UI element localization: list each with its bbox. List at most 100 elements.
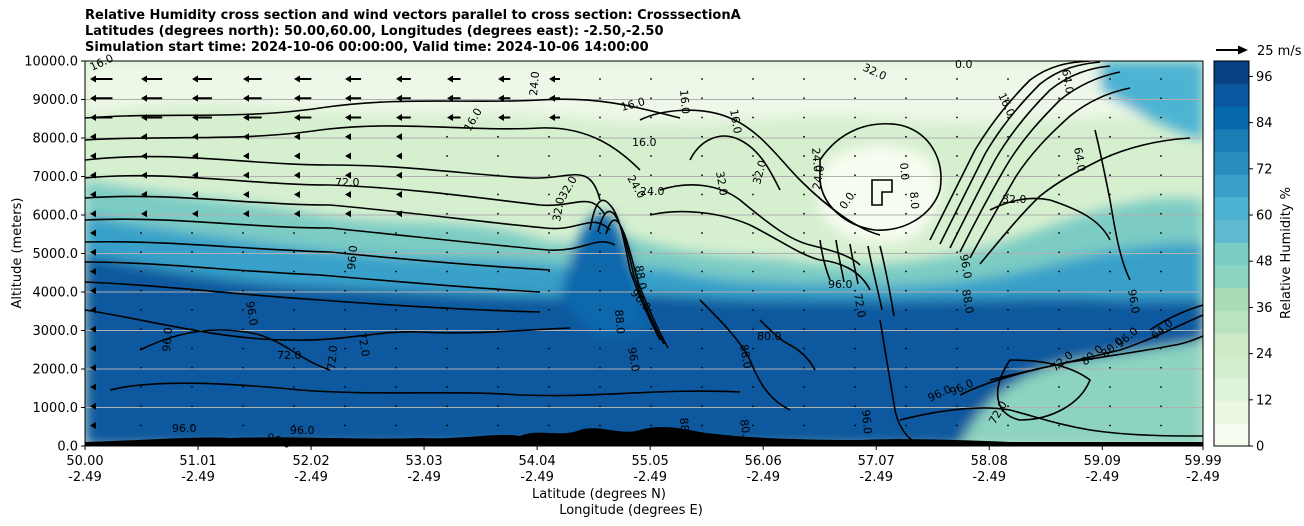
contour-label-88-d: 88.0 [959,288,976,314]
wind-vector-head [243,75,249,83]
wind-vector-dot [395,289,397,292]
wind-vector-dot [1058,97,1060,100]
contour-line [996,359,1091,421]
wind-vector-dot [293,232,295,234]
wind-vector-dot [1160,193,1162,196]
wind-vector-dot [854,424,856,427]
wind-vector-head [396,75,402,83]
wind-vector-dot [956,366,958,369]
contour-line [929,61,1091,241]
contour-line [939,61,1101,245]
wind-vector-dot [752,135,754,138]
wind-vector-head [192,210,198,218]
wind-vector-dot [344,309,346,311]
wind-vector-dot [1058,78,1060,80]
wind-vector-dot [752,366,754,369]
wind-vector-dot [803,193,805,196]
wind-vector-dot [854,328,856,331]
wind-vector-dot [446,212,448,215]
wind-vector-dot [191,289,193,292]
wind-vector-dot [854,232,856,234]
wind-vector-dot [446,232,448,234]
wind-vector-head [243,152,249,160]
wind-vector-dot [395,232,397,234]
wind-vector-dot [446,347,448,350]
wind-vector-dot [548,135,550,138]
wind-vector-dot [854,347,856,350]
contour-label-88-c: 88.0 [737,343,754,369]
wind-vector-dot [344,443,346,446]
wind-vector-dot [905,193,907,196]
wind-vector-dot [854,78,856,80]
x-tick-label-lat: 59.09 [1084,454,1121,469]
x-tick-label-lat: 59.99 [1184,454,1221,469]
wind-vector-dot [1007,309,1009,311]
wind-vector-dot [1109,309,1111,311]
x-tick-label-lon: -2.49 [294,470,328,485]
wind-vector-dot [1109,347,1111,350]
wind-vector-dot [344,270,346,273]
wind-vector-dot [1160,116,1162,119]
wind-vector-dot [905,270,907,273]
contour-line [597,210,665,345]
wind-vector-dot [752,78,754,80]
wind-vector-dot [956,386,958,388]
contour-label-72-c: 72.0 [277,349,302,362]
wind-vector-dot [905,155,907,157]
y-tick-label: 8000.0 [33,132,79,147]
wind-vector-dot [344,386,346,388]
wind-vector-dot [701,212,703,215]
wind-vector-dot [599,78,601,80]
contour-label-96-g: 96.0 [957,253,974,279]
x-axis: 50.00-2.4951.01-2.4952.02-2.4953.03-2.49… [66,446,1222,485]
wind-vector-dot [650,78,652,80]
wind-vector-head [498,75,504,83]
wind-vector-dot [395,347,397,350]
wind-vector-head [90,171,96,179]
y-tick-label: 6000.0 [33,209,79,224]
colorbar-tick-label: 96 [1256,70,1273,85]
wind-vector-dot [803,270,805,273]
colorbar-segment [1214,242,1249,266]
wind-vector-dot [1007,270,1009,273]
wind-vector-dot [497,424,499,427]
wind-vector-dot [701,155,703,157]
wind-vector-dot [1007,251,1009,254]
wind-vector-dot [1109,289,1111,292]
wind-vector-head [90,287,96,295]
wind-vector-dot [854,116,856,119]
wind-vector-dot [242,366,244,369]
wind-vector-dot [497,289,499,292]
wind-vector-dot [956,251,958,254]
wind-vector-dot [395,328,397,331]
wind-vector-dot [446,135,448,138]
contour-line [819,123,942,231]
wind-vector-head [90,402,96,410]
wind-vector-dot [650,212,652,215]
wind-vector-dot [140,309,142,311]
x-tick-label-lat: 56.06 [745,454,782,469]
wind-vector-dot [242,347,244,350]
wind-vector-dot [803,78,805,80]
x-tick-label-lon: -2.49 [1186,470,1220,485]
wind-vector-dot [650,155,652,157]
wind-vector-dot [956,443,958,446]
wind-vector-dot [1160,97,1162,100]
wind-vector-dot [956,193,958,196]
wind-vector-dot [497,443,499,446]
wind-vector-dot [293,347,295,350]
wind-vector-dot [1058,116,1060,119]
wind-vector-head [141,152,147,160]
wind-vector-dot [1109,251,1111,254]
wind-vector-dot [497,193,499,196]
wind-vector-dot [803,97,805,100]
wind-vector-head [192,152,198,160]
wind-vector-dot [497,155,499,157]
contour-label-16-c: 16.0 [632,136,657,149]
wind-vector-dot [1160,424,1162,427]
contour-label-80-d: 80.0 [737,418,754,444]
contour-label-88-e: 88.0 [677,417,692,443]
colorbar-segment [1214,423,1249,447]
wind-vector-head [90,248,96,256]
wind-vector-dot [548,232,550,234]
